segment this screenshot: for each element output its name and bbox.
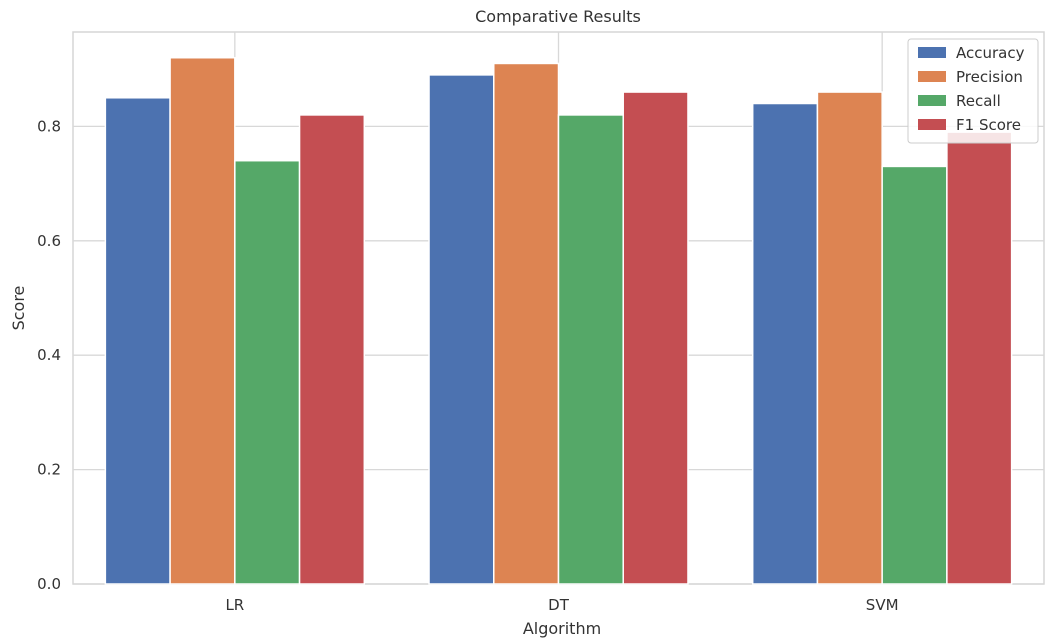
bar-lr-f1-score — [298, 114, 366, 585]
x-tick-label: LR — [225, 596, 244, 614]
legend-label: Recall — [956, 92, 1001, 110]
legend-label: Accuracy — [956, 44, 1025, 62]
bars — [104, 56, 1013, 585]
bar-svm-precision — [816, 91, 883, 585]
bar-svm-f1-score — [946, 131, 1013, 585]
bar-svm-accuracy — [751, 102, 819, 585]
y-tick-label: 0.8 — [37, 117, 61, 135]
bar-dt-precision — [493, 62, 560, 585]
legend-label: Precision — [956, 68, 1023, 86]
y-tick-label: 0.2 — [37, 461, 61, 479]
chart-title: Comparative Results — [475, 7, 641, 26]
bar-dt-f1-score — [622, 91, 689, 585]
bar-dt-recall — [557, 114, 624, 585]
y-tick-label: 0.4 — [37, 346, 61, 364]
bar-lr-recall — [234, 159, 301, 585]
plot-area — [72, 31, 1045, 585]
legend-swatch — [918, 71, 946, 82]
legend-swatch — [918, 47, 946, 58]
bar-lr-accuracy — [104, 97, 171, 585]
y-axis-ticks: 0.0 0.2 0.4 0.6 0.8 — [37, 117, 61, 593]
x-axis-ticks: LR DT SVM — [225, 596, 898, 614]
legend: Accuracy Precision Recall F1 Score — [907, 38, 1039, 144]
y-tick-label: 0.6 — [37, 232, 61, 250]
legend-frame — [907, 38, 1039, 144]
x-tick-label: SVM — [866, 596, 899, 614]
x-tick-label: DT — [548, 596, 570, 614]
legend-swatch — [918, 95, 946, 106]
y-axis-title: Score — [9, 286, 28, 331]
y-tick-label: 0.0 — [37, 575, 61, 593]
x-axis-title: Algorithm — [523, 619, 601, 638]
legend-swatch — [918, 119, 946, 130]
bar-svm-recall — [881, 165, 948, 585]
bar-lr-precision — [169, 56, 236, 585]
legend-label: F1 Score — [956, 116, 1021, 134]
bar-dt-accuracy — [428, 74, 495, 585]
